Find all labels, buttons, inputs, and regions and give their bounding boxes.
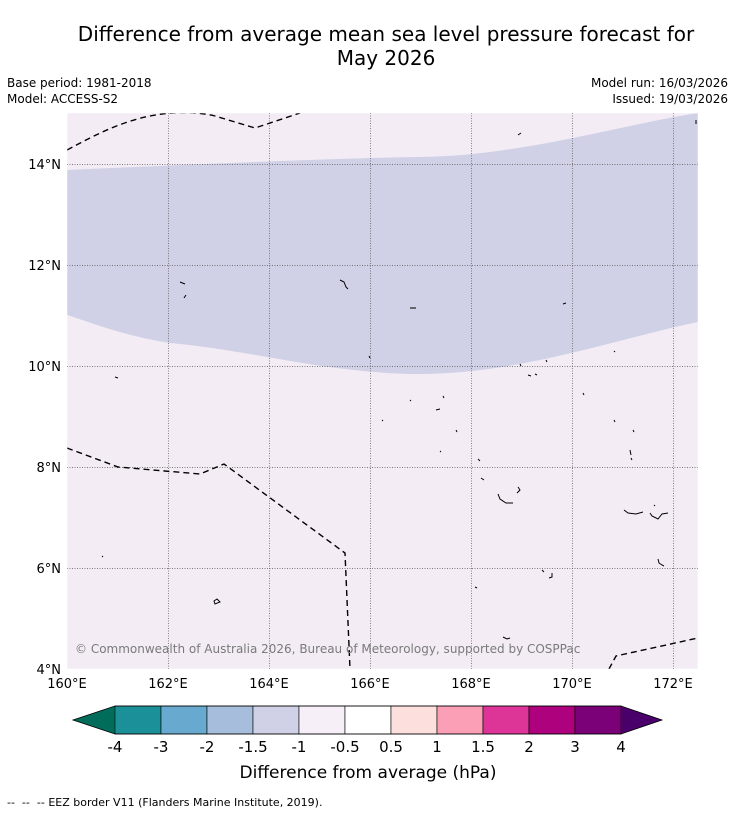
- colorbar-tick-label: 4: [616, 738, 626, 756]
- island: [623, 509, 644, 515]
- colorbar-tick-label: -1: [292, 738, 307, 756]
- longitude-labels: 160°E 162°E 164°E 166°E 168°E 170°E 172°E: [47, 677, 693, 692]
- island: [213, 598, 221, 605]
- island: [545, 359, 548, 363]
- eez-border-north: [67, 113, 301, 151]
- eez-legend-text: EEZ border V11 (Flanders Marine Institut…: [48, 796, 323, 809]
- colorbar-segment: [298, 705, 346, 735]
- island: [519, 363, 522, 367]
- base-period: Base period: 1981-2018: [7, 76, 152, 90]
- eez-border-west: [67, 447, 351, 669]
- colorbar-tick-label: 3: [570, 738, 580, 756]
- island: [613, 419, 616, 423]
- colorbar-segment: [390, 705, 438, 735]
- island: [502, 636, 511, 640]
- island: [114, 376, 119, 379]
- model-name: Model: ACCESS-S2: [7, 92, 119, 106]
- island: [409, 399, 412, 402]
- title-line-1: Difference from average mean sea level p…: [77, 22, 695, 46]
- lat-tick-label: 6°N: [37, 562, 62, 577]
- colorbar-label: Difference from average (hPa): [240, 763, 497, 783]
- colorbar-segment: [482, 705, 530, 735]
- copyright-notice: © Commonwealth of Australia 2026, Bureau…: [75, 642, 580, 656]
- colorbar-segment: [574, 705, 622, 735]
- islands: [101, 120, 697, 640]
- colorbar-min-extension: [73, 706, 115, 734]
- lat-tick-label: 12°N: [28, 259, 61, 274]
- colorbar-tick-label: 1.5: [471, 738, 495, 756]
- meta-right: Model run: 16/03/2026 Issued: 19/03/2026: [591, 75, 728, 107]
- island: [653, 504, 656, 507]
- island: [527, 373, 538, 377]
- chart-title: Difference from average mean sea level p…: [0, 22, 736, 70]
- island: [339, 279, 349, 290]
- island: [562, 302, 567, 305]
- eez-borders: [67, 113, 698, 669]
- island: [541, 569, 553, 579]
- island: [649, 512, 669, 520]
- eez-border-southeast: [608, 637, 698, 669]
- lon-tick-label: 170°E: [552, 677, 592, 692]
- island: [439, 450, 442, 453]
- colorbar-tick-label: -4: [108, 738, 123, 756]
- model-run: Model run: 16/03/2026: [590, 76, 728, 90]
- island: [657, 558, 665, 567]
- footer-legend: -- -- -- EEZ border V11 (Flanders Marine…: [7, 796, 322, 809]
- pressure-anomaly-band: [67, 113, 698, 374]
- issued-date: Issued: 19/03/2026: [612, 92, 728, 106]
- island: [474, 586, 478, 589]
- title-line-2: May 2026: [336, 46, 436, 70]
- colorbar-tick-label: 1: [432, 738, 442, 756]
- island: [629, 449, 633, 461]
- island: [632, 429, 635, 433]
- colorbar-segment: [114, 705, 162, 735]
- colorbar-tick-label: -1.5: [238, 738, 267, 756]
- lat-tick-label: 14°N: [28, 158, 61, 173]
- lon-tick-label: 162°E: [148, 677, 188, 692]
- colorbar-tick-label: 2: [524, 738, 534, 756]
- eez-legend-symbol: -- -- --: [7, 796, 49, 809]
- colorbar-segment: [528, 705, 576, 735]
- colorbar-tick-label: -3: [154, 738, 169, 756]
- island: [497, 493, 513, 504]
- colorbar-tick-label: 0.5: [379, 738, 403, 756]
- island: [480, 477, 485, 481]
- island: [381, 419, 384, 422]
- island: [101, 555, 104, 558]
- lon-tick-label: 164°E: [249, 677, 289, 692]
- colorbar-segment: [206, 705, 254, 735]
- lat-tick-label: 8°N: [37, 461, 62, 476]
- meta-left: Base period: 1981-2018 Model: ACCESS-S2: [7, 75, 152, 107]
- colorbar-segment: [344, 705, 392, 735]
- island: [516, 486, 521, 494]
- island: [368, 355, 371, 359]
- map-frame: [66, 112, 699, 670]
- colorbar-tick-label: -2: [200, 738, 215, 756]
- island: [517, 132, 522, 136]
- island: [435, 408, 441, 411]
- lon-tick-label: 160°E: [47, 677, 87, 692]
- island: [455, 429, 458, 433]
- colorbar: -4 -3 -2 -1.5 -1 -0.5 0.5 1 1.5 2 3 4: [71, 705, 664, 756]
- island: [477, 458, 481, 462]
- colorbar-outline: [71, 705, 664, 735]
- colorbar-tick-label: -0.5: [330, 738, 359, 756]
- colorbar-segment: [252, 705, 300, 735]
- colorbar-segment: [436, 705, 484, 735]
- latitude-labels: 14°N 12°N 10°N 8°N 6°N 4°N: [28, 158, 61, 678]
- island: [179, 281, 187, 299]
- graticule: [67, 113, 698, 669]
- lat-tick-label: 10°N: [28, 360, 61, 375]
- colorbar-max-extension: [621, 706, 662, 734]
- lon-tick-label: 172°E: [653, 677, 693, 692]
- lon-tick-label: 168°E: [451, 677, 491, 692]
- island: [442, 395, 445, 399]
- lon-tick-label: 166°E: [350, 677, 390, 692]
- island: [582, 392, 585, 396]
- colorbar-segment: [160, 705, 208, 735]
- island: [613, 350, 616, 353]
- lat-tick-label: 4°N: [37, 663, 62, 678]
